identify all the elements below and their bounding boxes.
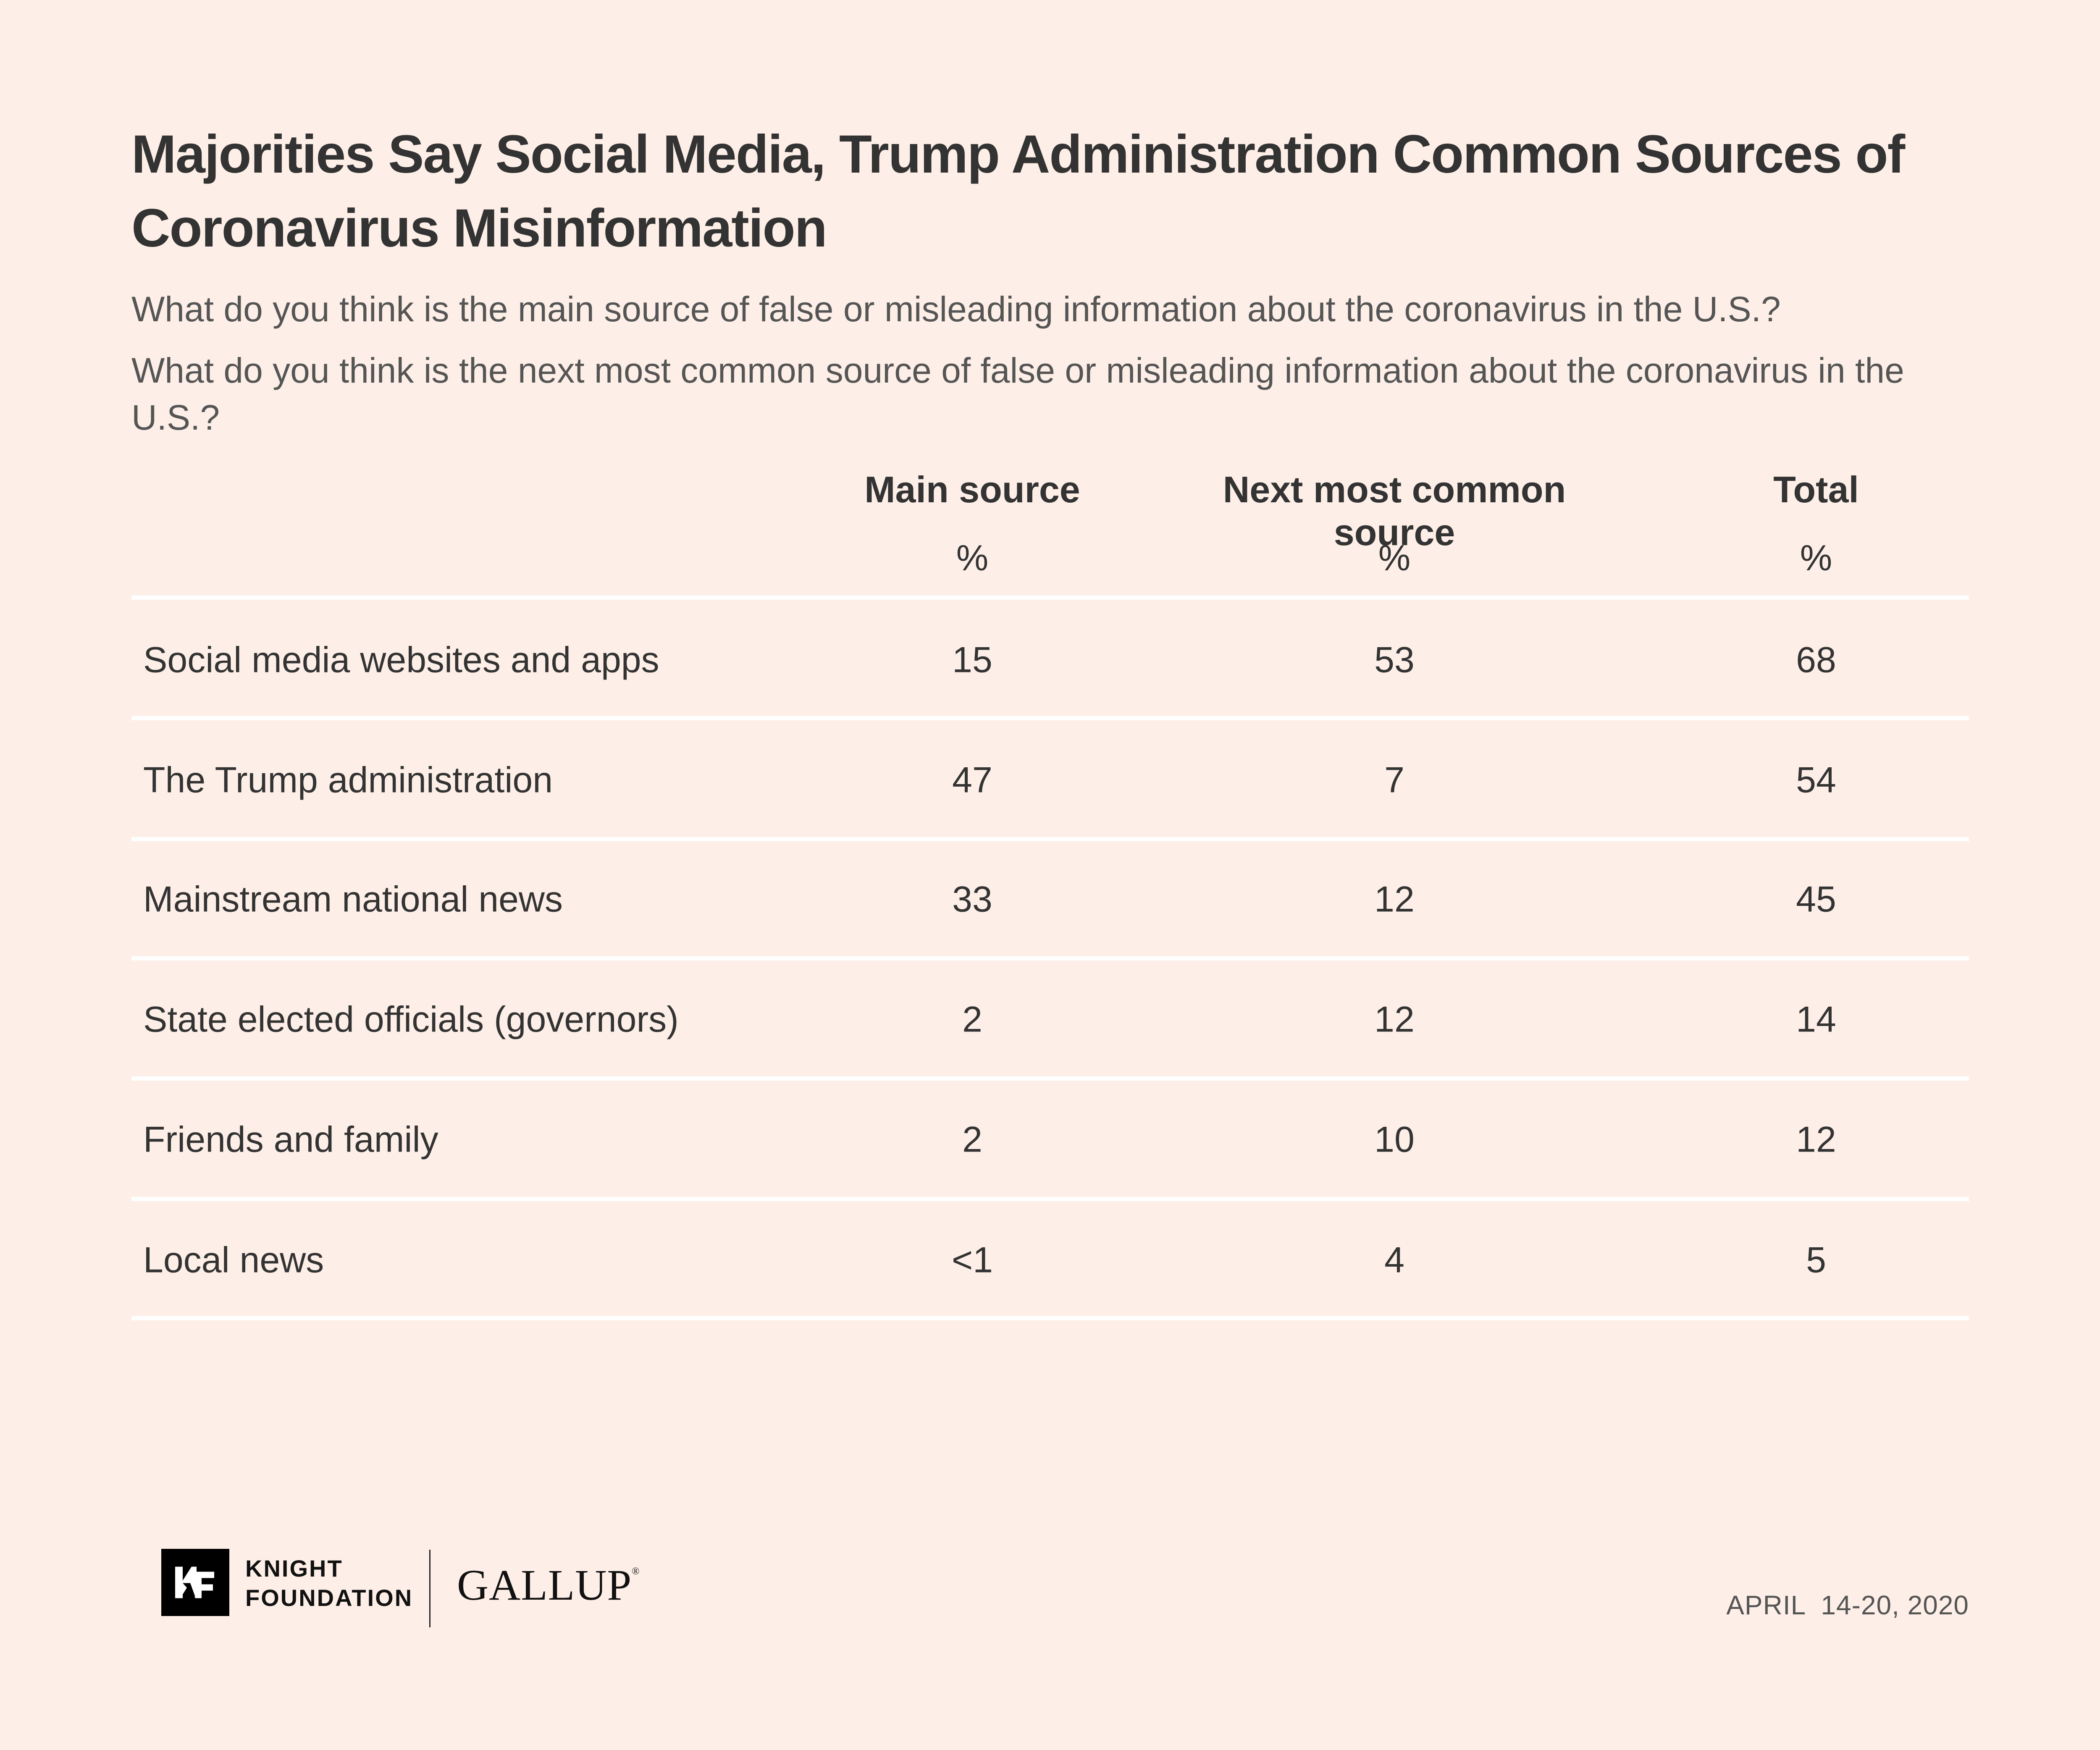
column-header-main-source: Main source: [864, 469, 1080, 510]
row-divider: [131, 1076, 1969, 1081]
column-unit-total: %: [1800, 538, 1832, 578]
cell-main-source: 2: [962, 999, 982, 1040]
knight-foundation-logo-icon: [161, 1549, 229, 1616]
survey-date: APRIL 14-20, 2020: [1726, 1590, 1969, 1620]
cell-total: 5: [1806, 1240, 1826, 1280]
row-label: State elected officials (governors): [143, 999, 679, 1040]
registered-mark: ®: [632, 1566, 640, 1577]
cell-next-source: 4: [1384, 1240, 1404, 1280]
row-divider: [131, 1197, 1969, 1201]
row-label: The Trump administration: [143, 760, 553, 800]
page-title: Majorities Say Social Media, Trump Admin…: [131, 124, 1905, 258]
row-divider: [131, 716, 1969, 720]
column-unit-next-source: %: [1378, 538, 1411, 578]
cell-total: 12: [1796, 1119, 1836, 1160]
row-label: Local news: [143, 1240, 324, 1280]
column-unit-main-source: %: [956, 538, 989, 578]
row-divider: [131, 1316, 1969, 1320]
knight-wordmark-line2: FOUNDATION: [245, 1585, 413, 1611]
cell-next-source: 7: [1384, 760, 1404, 800]
gallup-logo: GALLUP®: [457, 1560, 640, 1610]
cell-next-source: 12: [1374, 879, 1415, 920]
logo-divider: [429, 1550, 430, 1627]
cell-total: 45: [1796, 879, 1836, 920]
cell-total: 14: [1796, 999, 1836, 1040]
gallup-wordmark: GALLUP: [457, 1561, 632, 1609]
question-main-source: What do you think is the main source of …: [131, 289, 1781, 329]
cell-main-source: 2: [962, 1119, 982, 1160]
cell-next-source: 10: [1374, 1119, 1415, 1160]
cell-main-source: 47: [952, 760, 992, 800]
row-label: Friends and family: [143, 1119, 438, 1160]
knight-wordmark-line1: KNIGHT: [245, 1555, 343, 1582]
row-label: Social media websites and apps: [143, 640, 659, 680]
cell-total: 54: [1796, 760, 1836, 800]
row-divider: [131, 837, 1969, 841]
question-next-source: What do you think is the next most commo…: [131, 351, 1904, 437]
knight-foundation-wordmark: KNIGHT FOUNDATION: [245, 1554, 413, 1613]
cell-main-source: <1: [951, 1240, 993, 1280]
cell-total: 68: [1796, 640, 1836, 680]
header-divider: [131, 596, 1969, 600]
cell-next-source: 53: [1374, 640, 1415, 680]
row-divider: [131, 956, 1969, 960]
cell-main-source: 33: [952, 879, 992, 920]
column-header-total: Total: [1773, 469, 1859, 510]
cell-next-source: 12: [1374, 999, 1415, 1040]
cell-main-source: 15: [952, 640, 992, 680]
row-label: Mainstream national news: [143, 879, 563, 920]
column-header-next-source: Next most common source: [1223, 469, 1566, 553]
